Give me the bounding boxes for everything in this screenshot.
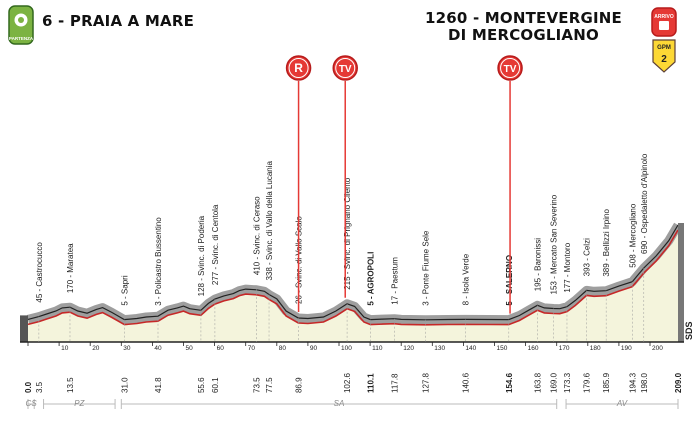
tv-marker-badge <box>497 55 523 81</box>
km-tick-label: 190 <box>621 345 632 352</box>
km-tick-label: 150 <box>497 345 508 352</box>
distance-label: 198.0 <box>640 372 649 393</box>
refreshment-marker-ring <box>288 58 309 78</box>
km-tick-label: 170 <box>559 345 570 352</box>
town-label: 508 - Mercogliano <box>628 203 637 268</box>
distance-label: 209.0 <box>674 372 683 393</box>
km-tick-label: 120 <box>403 345 414 352</box>
town-label: 5 - AGROPOLI <box>366 252 375 306</box>
km-tick-label: 130 <box>434 345 445 352</box>
km-tick-label: 200 <box>652 345 663 352</box>
profile-road-line <box>27 229 679 326</box>
town-label: 8 - Isola Verde <box>461 253 470 305</box>
gpm-badge-label: GPM <box>657 45 671 51</box>
distance-label: 140.6 <box>461 372 470 393</box>
gpm-badge <box>652 39 676 73</box>
distance-label: 163.8 <box>533 372 542 393</box>
distance-label: 169.0 <box>550 372 559 393</box>
finish-title-line1: 1260 - MONTEVERGINE <box>424 9 622 27</box>
profile-start-wall <box>20 315 28 342</box>
km-tick-label: 100 <box>341 345 352 352</box>
town-label: 3 - Ponte Fiume Sele <box>421 230 430 306</box>
distance-label: 31.0 <box>120 377 129 393</box>
km-tick-label: 70 <box>248 345 256 352</box>
km-tick-label: 80 <box>279 345 287 352</box>
tv-marker-ring <box>335 58 356 78</box>
km-tick-label: 20 <box>92 345 100 352</box>
finish-title-line2: DI MERCOGLIANO <box>448 26 599 44</box>
distance-label: 55.6 <box>197 377 206 393</box>
finish-town-title: 1260 - MONTEVERGINE DI MERCOGLIANO <box>425 10 622 44</box>
tv-marker-badge <box>332 55 358 81</box>
town-label: 215 - Svinc. di Prignano Cilento <box>343 177 352 290</box>
km-tick-label: 160 <box>528 345 539 352</box>
km-tick-label: 110 <box>372 345 383 352</box>
tv-marker-label: TV <box>339 64 352 75</box>
road-label: SDS <box>684 321 694 340</box>
refreshment-marker-badge <box>285 55 312 81</box>
km-tick-label: 180 <box>590 345 601 352</box>
tv-marker-ring <box>500 58 521 78</box>
town-label: 338 - Svinc. di Vallo della Lucania <box>265 160 274 280</box>
town-label: 410 - Svinc. di Ceraso <box>253 196 262 275</box>
start-badge-icon-core <box>18 17 24 23</box>
distance-label: 13.5 <box>66 377 75 393</box>
distance-label: 179.6 <box>583 372 592 393</box>
distance-label: 60.1 <box>211 377 220 393</box>
town-label: 153 - Mercato San Severino <box>550 194 559 294</box>
distance-label: 3.5 <box>35 381 44 393</box>
region-label: SA <box>334 399 345 408</box>
distance-label: 86.9 <box>294 377 303 393</box>
region-label: PZ <box>74 399 85 408</box>
profile-finish-wall <box>678 223 684 342</box>
km-tick-label: 10 <box>61 345 69 352</box>
town-label: 277 - Svinc. di Centola <box>211 204 220 285</box>
town-label: 393 - Celzi <box>583 238 592 276</box>
town-label: 177 - Montoro <box>563 242 572 292</box>
tv-marker-label: TV <box>504 64 517 75</box>
km-tick-label: 90 <box>310 345 318 352</box>
distance-label: 41.8 <box>154 377 163 393</box>
town-label: 389 - Bellizzi Irpino <box>602 209 611 277</box>
distance-label: 127.8 <box>421 372 430 393</box>
distance-label: 110.1 <box>366 373 375 393</box>
start-town-title: 6 - PRAIA A MARE <box>42 12 195 30</box>
distance-label: 194.3 <box>628 372 637 393</box>
refreshment-marker-label: R <box>294 61 303 75</box>
finish-badge-icon <box>659 21 669 30</box>
km-tick-label: 30 <box>123 345 131 352</box>
distance-label: 0.0 <box>24 381 33 393</box>
start-badge-label: PARTENZA <box>9 36 34 41</box>
distance-label: 77.5 <box>265 377 274 393</box>
distance-label: 173.3 <box>563 372 572 393</box>
finish-badge-label: ARRIVO <box>654 14 674 20</box>
km-tick-label: 60 <box>217 345 225 352</box>
town-label: 3 - Policastro Bussentino <box>154 217 163 306</box>
town-label: 170 - Maratea <box>66 243 75 293</box>
town-label: 195 - Baronissi <box>533 238 542 292</box>
km-tick-label: 50 <box>186 345 194 352</box>
region-label: AV <box>616 399 628 408</box>
town-label: 128 - Svinc. di Poderia <box>197 215 206 296</box>
town-label: 17 - Paestum <box>390 257 399 305</box>
distance-label: 117.8 <box>390 373 399 393</box>
gpm-category: 2 <box>661 54 667 65</box>
town-label: 45 - Castrocucco <box>35 242 44 303</box>
distance-label: 185.9 <box>602 372 611 393</box>
km-tick-label: 140 <box>465 345 476 352</box>
town-label: 5 - Sapri <box>120 275 129 305</box>
distance-label: 102.6 <box>343 372 352 393</box>
km-tick-label: 40 <box>154 345 162 352</box>
distance-label: 73.5 <box>253 377 262 393</box>
profile-edge <box>27 224 679 321</box>
town-label: 690 - Ospedaletto d'Alpinolo <box>640 153 649 254</box>
region-label: CS <box>26 399 38 408</box>
distance-label: 154.6 <box>505 372 514 393</box>
